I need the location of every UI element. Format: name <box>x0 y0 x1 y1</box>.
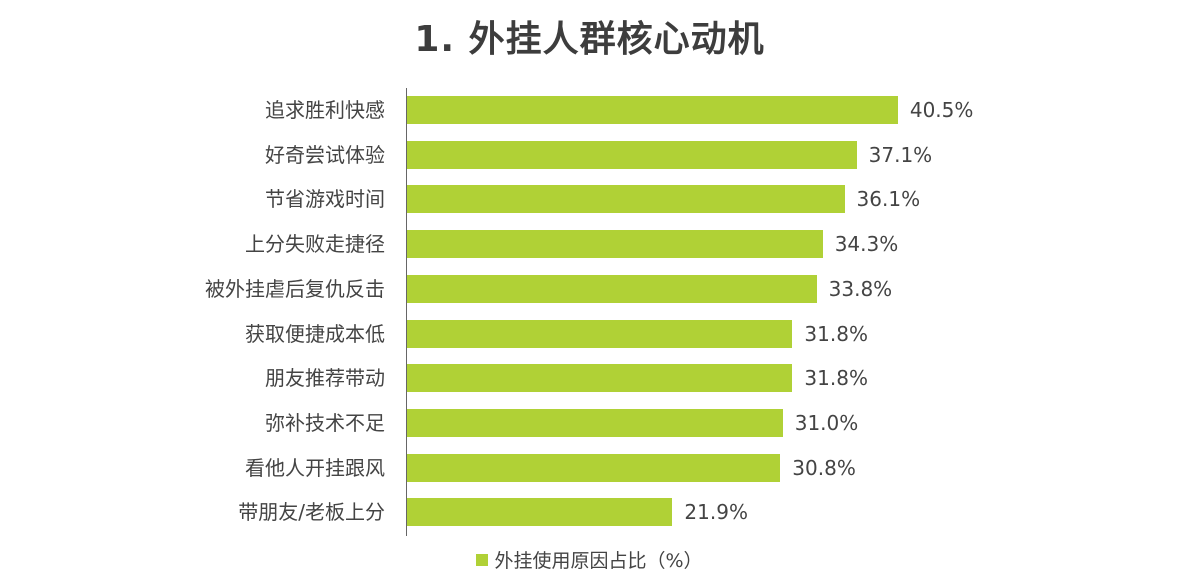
category-label: 获取便捷成本低 <box>245 321 385 346</box>
bar-row: 带朋友/老板上分 21.9% <box>0 498 1179 527</box>
chart-title: 1. 外挂人群核心动机 <box>414 19 765 60</box>
bar <box>407 319 793 348</box>
bar <box>407 185 845 214</box>
category-label: 追求胜利快感 <box>265 98 385 122</box>
value-label: 33.8% <box>828 276 893 301</box>
bar <box>407 364 793 393</box>
category-label: 带朋友/老板上分 <box>238 500 385 525</box>
bar <box>407 230 823 259</box>
bar-row: 被外挂虐后复仇反击 33.8% <box>0 274 1179 303</box>
bar-row: 好奇尝试体验 37.1% <box>0 140 1179 169</box>
bar-row: 上分失败走捷径 34.3% <box>0 230 1179 259</box>
bar <box>407 140 857 169</box>
value-label: 31.0% <box>794 410 859 435</box>
value-label: 36.1% <box>856 187 921 212</box>
y-axis-line <box>406 88 407 536</box>
bar <box>407 274 817 303</box>
value-label: 21.9% <box>684 500 748 525</box>
category-label: 上分失败走捷径 <box>245 232 385 257</box>
legend-label: 外挂使用原因占比（%） <box>494 550 703 572</box>
category-label: 好奇尝试体验 <box>265 142 385 167</box>
category-label: 朋友推荐带动 <box>265 366 385 391</box>
category-label: 节省游戏时间 <box>265 187 385 212</box>
bar <box>407 453 781 482</box>
bar <box>407 498 673 527</box>
value-label: 37.1% <box>868 142 933 167</box>
value-label: 31.8% <box>804 366 868 391</box>
value-label: 31.8% <box>804 321 868 346</box>
bar-row: 节省游戏时间 36.1% <box>0 185 1179 214</box>
category-label: 弥补技术不足 <box>265 410 385 435</box>
bar-row: 追求胜利快感 40.5% <box>0 96 1179 124</box>
category-label: 被外挂虐后复仇反击 <box>205 276 385 301</box>
bar-row: 弥补技术不足 31.0% <box>0 408 1179 437</box>
bar <box>407 96 898 124</box>
category-label: 看他人开挂跟风 <box>245 455 385 480</box>
bar <box>407 408 783 437</box>
value-label: 34.3% <box>834 232 899 257</box>
value-label: 30.8% <box>792 455 856 480</box>
bar-row: 朋友推荐带动 31.8% <box>0 364 1179 393</box>
bar-row: 获取便捷成本低 31.8% <box>0 319 1179 348</box>
legend: 外挂使用原因占比（%） <box>0 546 1179 573</box>
value-label: 40.5% <box>909 98 974 122</box>
bar-row: 看他人开挂跟风 30.8% <box>0 453 1179 482</box>
legend-swatch-icon <box>476 554 489 566</box>
